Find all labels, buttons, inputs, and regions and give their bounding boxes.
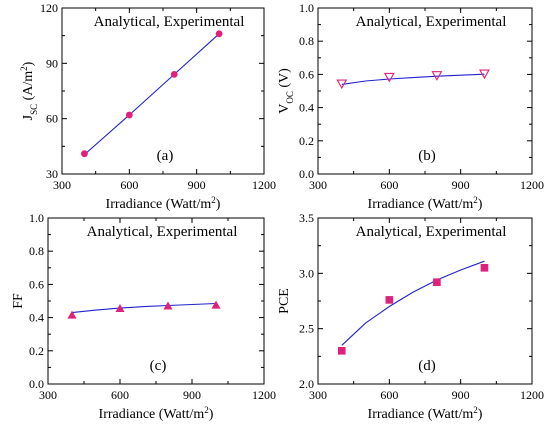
x-tick-label: 1200 [252, 178, 276, 192]
y-tick-label: 2.5 [299, 322, 314, 336]
y-axis-label: VOC (V) [277, 68, 295, 114]
data-point [479, 69, 490, 80]
y-axis-label: PCE [277, 288, 292, 314]
y-tick-label: 0.8 [299, 34, 314, 48]
x-tick-label: 900 [183, 388, 201, 402]
data-point [431, 71, 443, 81]
y-tick-label: 0.8 [29, 244, 44, 258]
data-point [125, 111, 133, 119]
x-tick-label: 600 [380, 388, 398, 402]
panel-label: (c) [150, 358, 167, 374]
x-tick-label: 1200 [520, 388, 544, 402]
data-point [383, 72, 395, 83]
y-tick-label: 1.0 [299, 1, 314, 15]
y-tick-label: 0.4 [299, 101, 314, 115]
y-tick-label: 0.6 [299, 67, 314, 81]
y-tick-label: 2.0 [299, 377, 314, 391]
x-tick-label: 300 [39, 388, 57, 402]
x-tick-label: 300 [309, 178, 327, 192]
data-point [385, 296, 394, 304]
chart-panel-d: 300 600 900 1200 2.0 2.5 3.0 3.5 Analytical, Exp… [277, 211, 544, 422]
x-tick-label: 1200 [520, 178, 544, 192]
legend-text: Analytical, Experimental [87, 224, 238, 240]
y-tick-label: 120 [40, 1, 58, 15]
y-tick-label: 0.2 [29, 344, 44, 358]
x-tick-label: 600 [120, 178, 138, 192]
y-tick-label: 3.5 [299, 211, 314, 225]
chart-panel-a: 300 600 900 1200 30 60 90 120 Analytical, Experi… [19, 1, 276, 212]
chart-panel-b: 300 600 900 1200 0.0 0.2 0.4 0.6 0.8 1.0 Analytica… [277, 1, 544, 212]
y-tick-label: 0.0 [299, 167, 314, 181]
data-point [480, 264, 489, 272]
y-tick-label: 60 [46, 112, 58, 126]
x-tick-label: 1200 [252, 388, 276, 402]
y-tick-label: 0.4 [29, 311, 44, 325]
data-point [215, 30, 223, 38]
chart-panel-c: 300 600 900 1200 0.0 0.2 0.4 0.6 0.8 1.0 Analytica… [11, 211, 276, 422]
x-tick-label: 300 [53, 178, 71, 192]
data-point [336, 79, 348, 90]
y-tick-label: 0.0 [29, 377, 44, 391]
analytical-line [71, 302, 217, 314]
analytical-line [341, 260, 485, 346]
data-point [211, 300, 221, 309]
panel-label: (d) [418, 358, 436, 374]
data-point [81, 150, 88, 158]
y-axis-label: FF [11, 293, 26, 309]
x-tick-label: 900 [452, 178, 470, 192]
data-point [170, 71, 178, 78]
data-point [163, 301, 173, 310]
x-axis-label: Irradiance (Watt/m2) [368, 195, 483, 212]
x-tick-label: 600 [380, 178, 398, 192]
legend-text: Analytical, Experimental [356, 14, 507, 30]
analytical-line [84, 33, 220, 156]
y-tick-label: 3.0 [299, 266, 314, 280]
legend-text: Analytical, Experimental [356, 224, 507, 240]
x-axis-label: Irradiance (Watt/m2) [99, 405, 214, 422]
data-point [433, 278, 441, 286]
y-tick-label: 0.6 [29, 277, 44, 291]
panel-label: (b) [418, 148, 436, 164]
x-tick-label: 600 [111, 388, 129, 402]
y-tick-label: 90 [46, 56, 58, 70]
x-tick-label: 300 [309, 388, 327, 402]
data-point [115, 303, 125, 312]
x-tick-label: 900 [188, 178, 206, 192]
analytical-line [341, 73, 485, 85]
y-tick-label: 1.0 [29, 211, 44, 225]
data-point [67, 310, 77, 319]
x-tick-label: 900 [452, 388, 470, 402]
legend-text: Analytical, Experimental [94, 14, 245, 30]
x-axis-label: Irradiance (Watt/m2) [368, 405, 483, 422]
y-axis-label: JSC (A/m2) [19, 61, 39, 120]
panel-label: (a) [157, 148, 174, 164]
x-axis-label: Irradiance (Watt/m2) [106, 195, 221, 212]
y-tick-label: 0.2 [299, 134, 314, 148]
data-point [337, 347, 346, 355]
y-tick-label: 30 [46, 167, 58, 181]
